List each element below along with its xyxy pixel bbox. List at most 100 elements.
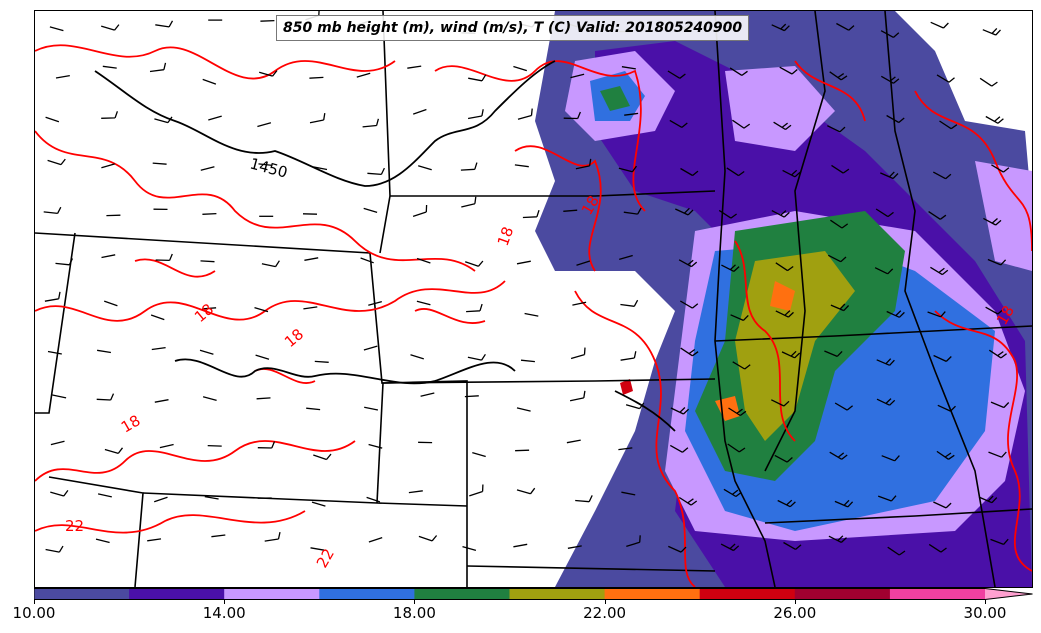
wind-barb — [830, 303, 850, 312]
wind-barb — [416, 300, 431, 306]
wind-barb — [876, 358, 895, 366]
wind-barb — [207, 444, 222, 447]
wind-barb — [679, 300, 699, 309]
wind-barb — [621, 66, 636, 70]
wind-barb — [464, 260, 484, 267]
colorbar-tick-label: 14.00 — [202, 604, 246, 622]
wind-barb — [304, 257, 319, 261]
wind-barb — [876, 398, 896, 406]
wind-barb — [200, 166, 215, 171]
wind-barb — [514, 164, 529, 168]
colorbar-tick — [604, 600, 606, 604]
wind-barb — [313, 166, 328, 171]
wind-barb — [45, 545, 64, 553]
wind-barb — [668, 545, 687, 553]
wind-barb — [513, 65, 527, 72]
wind-barb — [412, 204, 428, 218]
wind-barb — [990, 401, 1010, 409]
height-contour-label: 1450 — [248, 154, 290, 181]
wind-barb — [979, 77, 998, 87]
wind-barb — [982, 27, 1001, 36]
wind-barb — [103, 300, 118, 307]
wind-barb — [781, 350, 801, 359]
map-canvas: 1450 18 18 18 18 18 18 22 22 — [35, 11, 1032, 587]
wind-barb — [932, 171, 952, 180]
wind-barb — [618, 165, 638, 173]
colorbar-swatch — [224, 588, 320, 600]
wind-barb — [936, 450, 955, 460]
wind-barb — [886, 114, 905, 124]
wind-band-18-north — [600, 86, 630, 111]
wind-band-22 — [715, 281, 795, 421]
wind-barb — [44, 291, 61, 302]
colorbar-swatch — [889, 588, 986, 600]
wind-barb — [522, 210, 540, 219]
wind-barb — [55, 74, 70, 79]
wind-barb — [985, 306, 1004, 315]
wind-barb — [368, 536, 383, 543]
wind-barb — [416, 257, 431, 264]
wind-barb — [49, 26, 64, 32]
colorbar-tick — [414, 600, 416, 604]
wind-barb — [202, 212, 217, 215]
wind-barb — [259, 70, 278, 77]
wind-barb — [771, 210, 790, 218]
wind-barb — [988, 349, 1007, 359]
wind-barb — [680, 167, 699, 177]
wind-barb — [50, 440, 65, 446]
wind-barb — [303, 306, 318, 310]
wind-barb — [783, 541, 802, 550]
wind-barb — [782, 169, 801, 178]
wind-barb — [576, 260, 591, 266]
colorbar-swatch — [509, 588, 606, 600]
wind-barb — [988, 451, 1007, 458]
wind-barb — [420, 392, 435, 397]
wind-barb — [928, 543, 947, 553]
wind-barb — [620, 351, 637, 361]
wind-barb — [520, 359, 535, 363]
wind-barb — [95, 538, 110, 544]
wind-barb — [875, 208, 894, 218]
colorbar-outline — [34, 588, 1033, 600]
wind-band-14-northeast — [725, 66, 835, 151]
wind-barb — [775, 262, 794, 272]
wind-barb — [96, 393, 115, 401]
wind-barb — [930, 21, 949, 29]
wind-barb — [874, 267, 894, 275]
wind-barb — [467, 109, 484, 120]
wind-barb — [200, 260, 215, 263]
wind-barb — [154, 116, 173, 124]
colorbar-swatch — [414, 588, 510, 600]
wind-barb — [408, 490, 423, 494]
wind-barb — [208, 115, 222, 121]
wind-barb — [467, 353, 486, 361]
wind-barb — [101, 111, 119, 119]
colorbar-swatch — [319, 588, 415, 600]
wind-barb — [777, 499, 796, 508]
wind-barb — [460, 162, 478, 171]
wind-barb — [624, 112, 639, 116]
wind-barb — [887, 546, 906, 556]
wind-barb — [623, 207, 642, 215]
colorbar-swatch — [794, 588, 891, 600]
wind-barb — [155, 20, 174, 28]
wind-barb — [936, 74, 955, 83]
wind-barb — [356, 72, 371, 78]
wind-barb — [991, 164, 1010, 173]
wind-barb — [669, 444, 689, 453]
colorbar-tick-label: 26.00 — [773, 604, 817, 622]
wind-band-24 — [620, 379, 633, 395]
wind-barb — [314, 360, 329, 363]
wind-barb — [97, 493, 112, 498]
colorbar-tick — [794, 600, 796, 604]
wind-barb — [256, 397, 271, 400]
wind-barb — [880, 30, 900, 38]
wind-barb — [418, 165, 432, 171]
wind-barb — [313, 453, 332, 461]
wind-barb — [570, 347, 586, 360]
colorbar-swatch — [699, 588, 796, 600]
map-panel[interactable]: 1450 18 18 18 18 18 18 22 22 — [34, 10, 1033, 588]
wind-barb — [360, 257, 374, 264]
wind-barb — [368, 443, 383, 449]
wind-barb — [368, 300, 382, 306]
